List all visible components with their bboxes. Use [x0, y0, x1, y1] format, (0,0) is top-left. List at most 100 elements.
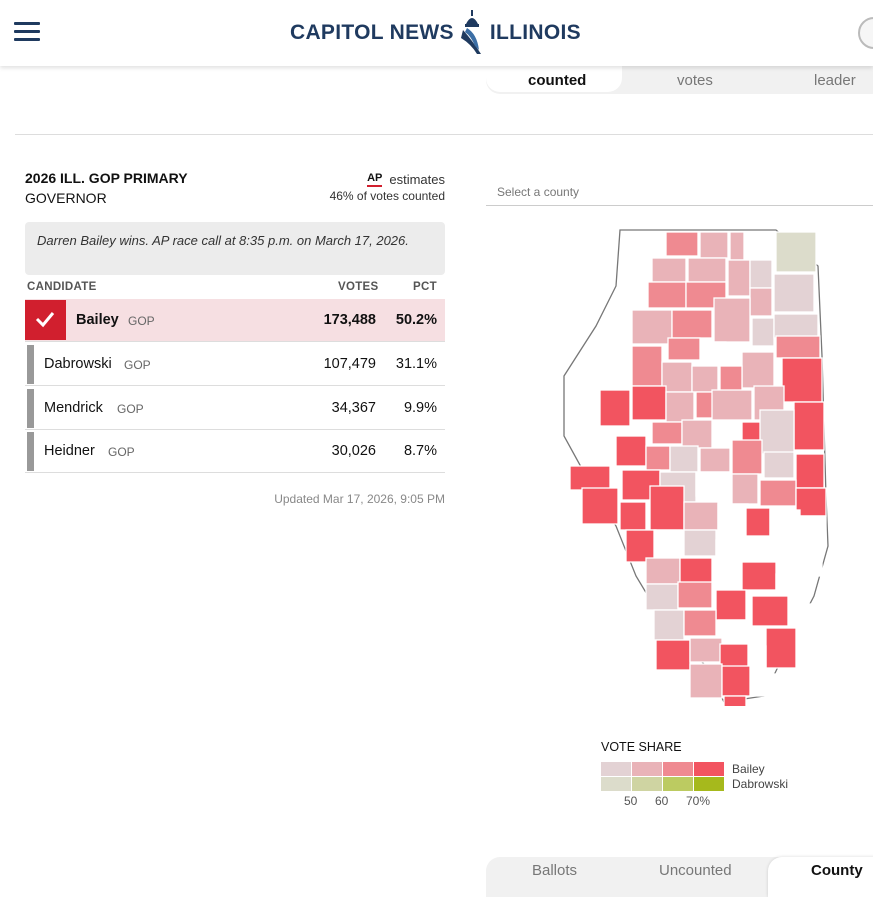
- county-shape[interactable]: [791, 603, 823, 633]
- county-shape[interactable]: [649, 485, 685, 531]
- tab-counted[interactable]: counted: [528, 72, 587, 89]
- county-shape[interactable]: [799, 515, 827, 543]
- legend-label-dabrowski: Dabrowski: [732, 777, 789, 791]
- county-shape[interactable]: [699, 447, 731, 473]
- county-shape[interactable]: [773, 273, 815, 313]
- county-shape[interactable]: [625, 529, 657, 563]
- county-shape[interactable]: [723, 695, 747, 706]
- county-shape[interactable]: [727, 259, 751, 297]
- county-shape[interactable]: [745, 507, 771, 537]
- county-shape[interactable]: [713, 297, 751, 343]
- county-shape[interactable]: [775, 231, 817, 273]
- county-shape[interactable]: [775, 335, 821, 359]
- county-shape[interactable]: [765, 627, 797, 669]
- county-shape[interactable]: [645, 583, 679, 611]
- county-shape[interactable]: [773, 313, 819, 339]
- county-shape[interactable]: [781, 357, 823, 403]
- county-shape[interactable]: [631, 385, 667, 421]
- county-shape[interactable]: [615, 435, 647, 467]
- search-icon[interactable]: [858, 17, 873, 49]
- county-shape[interactable]: [731, 439, 763, 475]
- tab-votes[interactable]: votes: [677, 72, 713, 89]
- county-shape[interactable]: [667, 337, 701, 361]
- county-shape[interactable]: [569, 465, 611, 491]
- county-shape[interactable]: [677, 581, 713, 609]
- county-shape[interactable]: [619, 501, 647, 531]
- race-title: 2026 ILL. GOP PRIMARY: [25, 170, 188, 186]
- county-shape[interactable]: [795, 453, 825, 489]
- ap-estimates: AP estimates: [367, 172, 445, 187]
- county-shape[interactable]: [683, 529, 717, 557]
- county-shape[interactable]: [679, 557, 713, 585]
- candidate-bar: [27, 432, 34, 471]
- county-shape[interactable]: [741, 351, 775, 389]
- county-shape[interactable]: [751, 317, 775, 347]
- county-shape[interactable]: [631, 345, 663, 387]
- county-shape[interactable]: [729, 231, 745, 261]
- county-shape[interactable]: [665, 231, 699, 257]
- county-shape[interactable]: [665, 391, 695, 423]
- tab-ballots[interactable]: Ballots: [532, 862, 578, 879]
- county-shape[interactable]: [695, 471, 731, 497]
- legend-label-bailey: Bailey: [732, 762, 765, 776]
- county-shape[interactable]: [689, 663, 723, 699]
- county-shape[interactable]: [791, 543, 823, 577]
- county-shape[interactable]: [755, 537, 793, 563]
- county-shape[interactable]: [631, 309, 673, 345]
- tab-county[interactable]: County: [811, 862, 863, 879]
- county-shape[interactable]: [683, 609, 717, 637]
- county-shape[interactable]: [669, 445, 699, 473]
- county-shape[interactable]: [719, 365, 743, 393]
- county-shape[interactable]: [687, 257, 727, 283]
- county-shape[interactable]: [715, 589, 747, 621]
- tab-leader[interactable]: leader: [814, 72, 856, 89]
- candidate-votes: 107,479: [323, 356, 376, 372]
- candidate-name: Bailey: [76, 312, 119, 328]
- site-logo[interactable]: CAPITOL NEWS ILLINOIS: [290, 10, 581, 56]
- county-shape[interactable]: [759, 479, 797, 507]
- county-shape[interactable]: [749, 259, 773, 289]
- column-votes: VOTES: [338, 281, 379, 293]
- county-shape[interactable]: [651, 421, 683, 445]
- county-shape[interactable]: [661, 361, 693, 393]
- county-shape[interactable]: [671, 309, 713, 339]
- county-shape[interactable]: [745, 231, 775, 261]
- county-shape[interactable]: [701, 341, 727, 365]
- county-shape[interactable]: [689, 637, 723, 663]
- illinois-county-map[interactable]: [556, 226, 831, 706]
- county-shape[interactable]: [655, 639, 691, 671]
- county-shape[interactable]: [645, 557, 681, 585]
- county-shape[interactable]: [795, 487, 827, 517]
- county-shape[interactable]: [599, 389, 631, 427]
- tab-uncounted[interactable]: Uncounted: [659, 862, 732, 879]
- county-shape[interactable]: [717, 503, 749, 539]
- county-shape[interactable]: [699, 231, 729, 259]
- county-shape[interactable]: [749, 287, 773, 317]
- county-shape[interactable]: [751, 673, 777, 697]
- county-shape[interactable]: [741, 561, 777, 591]
- hamburger-menu-icon[interactable]: [14, 22, 40, 44]
- county-shape[interactable]: [681, 419, 713, 449]
- county-shape[interactable]: [653, 609, 685, 641]
- county-shape[interactable]: [581, 487, 619, 525]
- county-shape[interactable]: [751, 595, 789, 627]
- county-select[interactable]: Select a county: [486, 178, 873, 206]
- county-shape[interactable]: [683, 501, 719, 531]
- county-shape[interactable]: [647, 281, 687, 309]
- county-shape[interactable]: [751, 645, 767, 675]
- race-call-text: Darren Bailey wins. AP race call at 8:35…: [37, 233, 409, 248]
- county-shape[interactable]: [759, 409, 795, 455]
- county-shape[interactable]: [711, 389, 753, 421]
- county-shape[interactable]: [691, 365, 719, 393]
- candidate-name: Dabrowski: [44, 356, 112, 372]
- county-shape[interactable]: [651, 257, 687, 283]
- county-shape[interactable]: [769, 509, 801, 539]
- county-shape[interactable]: [763, 451, 795, 479]
- county-shape[interactable]: [793, 401, 825, 451]
- county-shape[interactable]: [721, 665, 751, 697]
- county-shape[interactable]: [705, 701, 721, 706]
- county-shape[interactable]: [731, 473, 759, 505]
- candidate-party: GOP: [128, 314, 155, 328]
- county-shape[interactable]: [653, 529, 683, 561]
- county-shape[interactable]: [645, 445, 671, 471]
